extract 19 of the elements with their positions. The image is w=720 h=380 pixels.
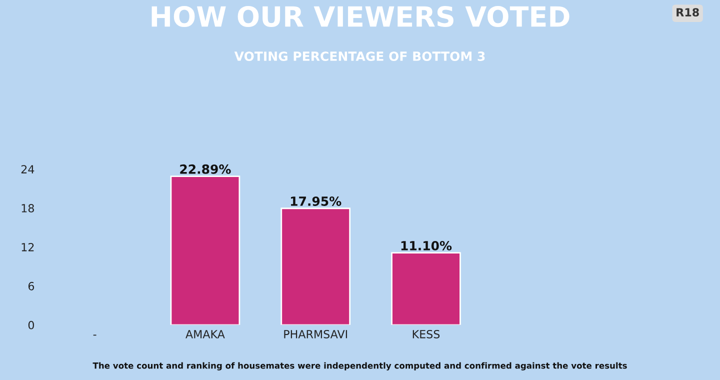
text: The vote count and ranking of housemates were independently computed and confirmed against the vote results — [92, 362, 627, 370]
y-tick-label: 6 — [28, 282, 34, 290]
x-tick-label: AMAKA — [186, 330, 225, 338]
y-tick-label: 24 — [21, 165, 34, 174]
x-tick-label: - — [93, 334, 96, 336]
chart-title: HOW OUR VIEWERS VOTED — [152, 6, 570, 27]
x-tick-label: PHARMSAVI — [284, 330, 348, 338]
bar — [280, 208, 351, 325]
chart-subtitle: VOTING PERCENTAGE OF BOTTOM 3 — [234, 52, 485, 61]
data-label: 11.10% — [401, 240, 452, 250]
y-tick-label: 12 — [22, 242, 34, 252]
text: R18 — [676, 8, 699, 17]
data-label: 22.89% — [180, 164, 231, 174]
bar — [391, 252, 461, 325]
bar — [170, 176, 240, 325]
data-label: 17.95% — [290, 196, 342, 206]
y-tick-label: 18 — [22, 204, 34, 212]
y-tick-label: 0 — [28, 320, 34, 330]
x-tick-label: KESS — [412, 330, 440, 338]
